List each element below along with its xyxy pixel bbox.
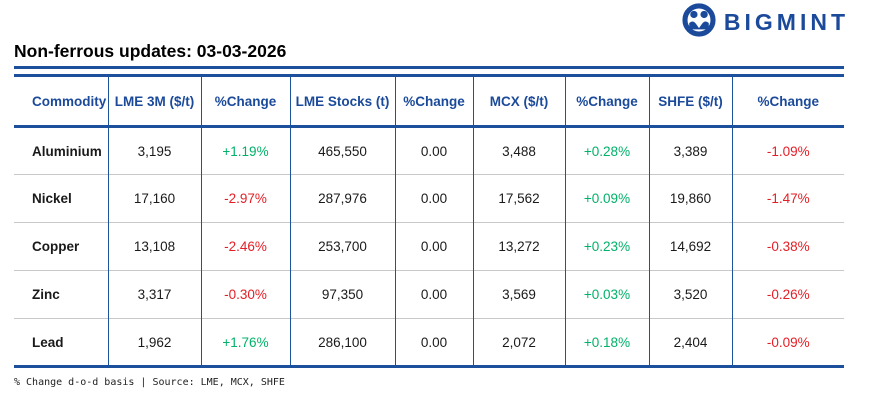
table-row-nickel: Nickel 17,160 -2.97% 287,976 0.00 17,562… bbox=[14, 174, 844, 223]
cell-lme-stocks: 97,350 bbox=[289, 270, 395, 319]
cell-commodity: Zinc bbox=[32, 287, 60, 302]
column-header-mcx: MCX ($/t) bbox=[472, 75, 565, 127]
cell-shfe: 14,692 bbox=[648, 222, 732, 271]
table-row-copper: Copper 13,108 -2.46% 253,700 0.00 13,272… bbox=[14, 222, 844, 271]
cell-lme-3m: 3,195 bbox=[107, 126, 201, 175]
cell-shfe-change: -0.26% bbox=[731, 270, 844, 319]
brand-logo: BIGMINT bbox=[682, 2, 849, 42]
cell-shfe: 3,389 bbox=[648, 126, 732, 175]
cell-lme-stocks-change: 0.00 bbox=[394, 174, 473, 223]
cell-lme-stocks: 465,550 bbox=[289, 126, 395, 175]
cell-lme-3m-change: -2.97% bbox=[200, 174, 290, 223]
column-header-lme-stocks: LME Stocks (t) bbox=[289, 75, 395, 127]
cell-shfe-change: -1.09% bbox=[731, 126, 844, 175]
cell-commodity: Aluminium bbox=[32, 143, 102, 159]
cell-lme-3m-change: -2.46% bbox=[200, 222, 290, 271]
column-header-shfe: SHFE ($/t) bbox=[648, 75, 732, 127]
column-header-lme-3m-change: %Change bbox=[200, 75, 290, 127]
cell-mcx-change: +0.28% bbox=[564, 126, 649, 175]
cell-lme-stocks-change: 0.00 bbox=[394, 318, 473, 367]
table-row-zinc: Zinc 3,317 -0.30% 97,350 0.00 3,569 +0.0… bbox=[14, 270, 844, 319]
cell-shfe-change: -0.09% bbox=[731, 318, 844, 367]
cell-mcx: 3,569 bbox=[472, 270, 565, 319]
column-header-lme-3m: LME 3M ($/t) bbox=[107, 75, 201, 127]
cell-lme-3m: 17,160 bbox=[107, 174, 201, 223]
cell-lme-stocks-change: 0.00 bbox=[394, 270, 473, 319]
table-row-aluminium: Aluminium 3,195 +1.19% 465,550 0.00 3,48… bbox=[14, 126, 844, 175]
cell-shfe-change: -1.47% bbox=[731, 174, 844, 223]
brand-header: BIGMINT bbox=[14, 2, 855, 42]
cell-mcx: 17,562 bbox=[472, 174, 565, 223]
cell-lme-3m-change: -0.30% bbox=[200, 270, 290, 319]
cell-shfe: 19,860 bbox=[648, 174, 732, 223]
cell-mcx-change: +0.03% bbox=[564, 270, 649, 319]
cell-mcx: 13,272 bbox=[472, 222, 565, 271]
cell-commodity: Copper bbox=[32, 239, 80, 254]
cell-mcx-change: +0.18% bbox=[564, 318, 649, 367]
cell-mcx: 3,488 bbox=[472, 126, 565, 175]
column-header-commodity: Commodity bbox=[32, 93, 107, 109]
cell-commodity: Lead bbox=[32, 334, 64, 350]
brand-name: BIGMINT bbox=[723, 8, 849, 35]
cell-lme-3m: 13,108 bbox=[107, 222, 201, 271]
column-header-shfe-change: %Change bbox=[731, 75, 844, 127]
commodities-table: Commodity LME 3M ($/t) %Change LME Stock… bbox=[14, 74, 844, 368]
cell-shfe: 3,520 bbox=[648, 270, 732, 319]
cell-lme-stocks: 287,976 bbox=[289, 174, 395, 223]
cell-shfe: 2,404 bbox=[648, 318, 732, 367]
cell-mcx-change: +0.23% bbox=[564, 222, 649, 271]
cell-lme-stocks-change: 0.00 bbox=[394, 126, 473, 175]
cell-shfe-change: -0.38% bbox=[731, 222, 844, 271]
cell-lme-3m-change: +1.19% bbox=[200, 126, 290, 175]
cell-lme-3m: 3,317 bbox=[107, 270, 201, 319]
cell-lme-stocks: 253,700 bbox=[289, 222, 395, 271]
table-row-lead: Lead 1,962 +1.76% 286,100 0.00 2,072 +0.… bbox=[14, 318, 844, 367]
footer-note: % Change d-o-d basis | Source: LME, MCX,… bbox=[14, 377, 285, 388]
cell-lme-stocks-change: 0.00 bbox=[394, 222, 473, 271]
cell-commodity: Nickel bbox=[32, 191, 72, 206]
column-header-lme-stocks-change: %Change bbox=[394, 75, 473, 127]
cell-mcx-change: +0.09% bbox=[564, 174, 649, 223]
cell-lme-stocks: 286,100 bbox=[289, 318, 395, 367]
cell-mcx: 2,072 bbox=[472, 318, 565, 367]
table-header-row: Commodity LME 3M ($/t) %Change LME Stock… bbox=[14, 75, 844, 127]
column-header-mcx-change: %Change bbox=[564, 75, 649, 127]
page-title: Non-ferrous updates: 03-03-2026 bbox=[14, 41, 287, 61]
title-divider bbox=[14, 66, 844, 69]
cell-lme-3m-change: +1.76% bbox=[200, 318, 290, 367]
bigmint-logo-icon bbox=[682, 2, 716, 42]
cell-lme-3m: 1,962 bbox=[107, 318, 201, 367]
